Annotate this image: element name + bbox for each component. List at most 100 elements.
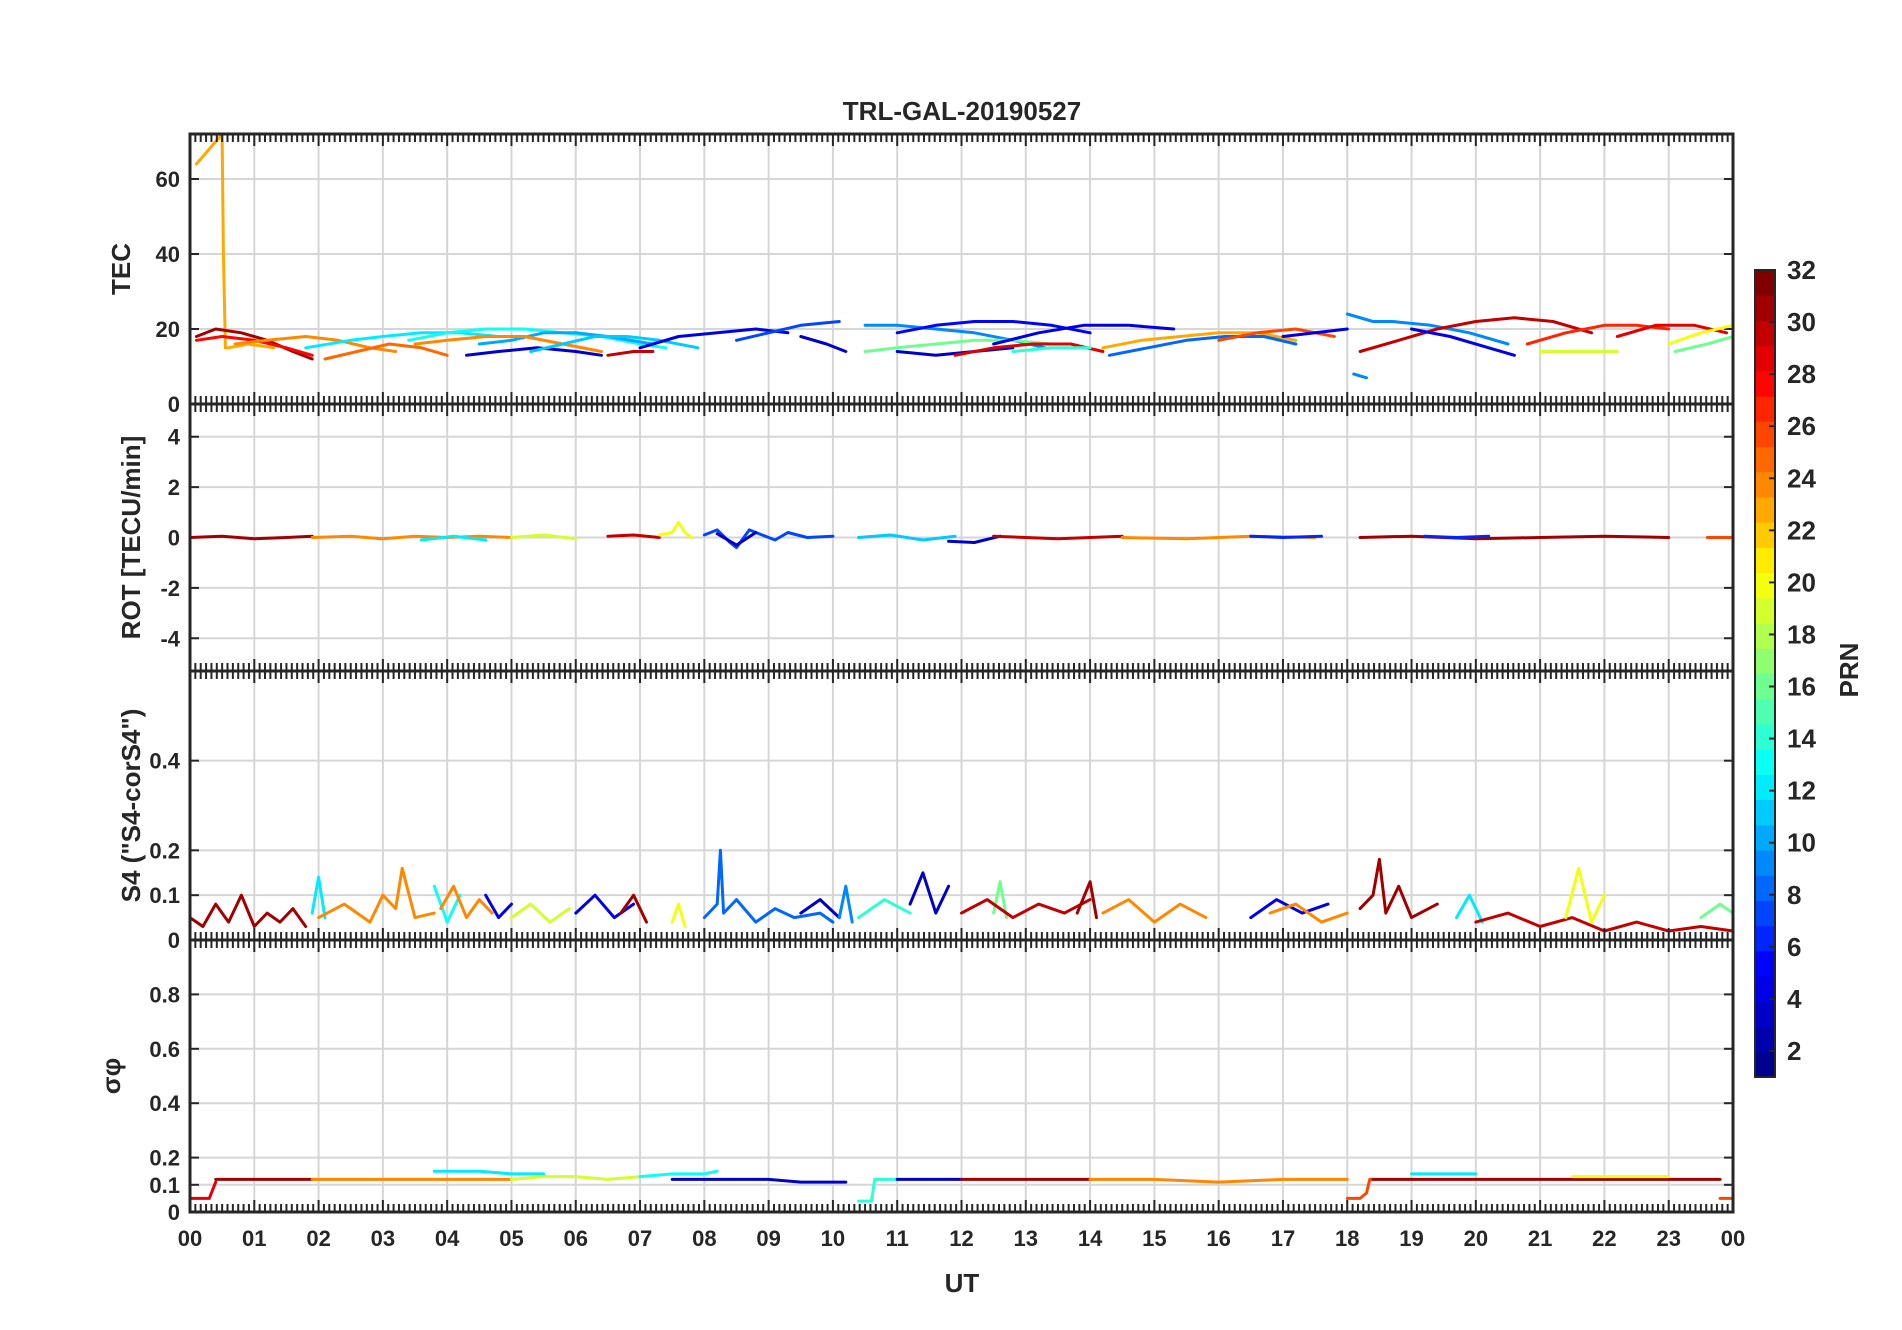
series-line-prn-12 [432,1169,546,1176]
y-tick-label: -4 [160,626,180,651]
colorbar-tick-label: 10 [1787,828,1816,858]
colorbar-segment [1755,597,1775,624]
series-line-prn-4 [1410,327,1516,357]
series-line-prn-12 [304,331,501,350]
y-axis-label: ROT [TECU/min] [116,436,146,640]
series-line-prn-24 [1268,902,1349,924]
colorbar-tick-label: 6 [1787,932,1801,962]
x-tick-label: 02 [306,1226,330,1251]
colorbar-segment [1755,976,1775,1002]
colorbar-tick-label: 32 [1787,255,1816,285]
colorbar-segment [1755,749,1775,775]
y-tick-label: 0.6 [149,1037,180,1062]
series-line-prn-16 [1673,335,1735,353]
colorbar-segment [1755,1026,1775,1053]
x-tick-label: 07 [628,1226,652,1251]
series-line-prn-24 [317,866,436,924]
series-line-prn-23 [194,132,276,350]
y-tick-label: -2 [160,576,180,601]
series-line-prn-6 [1249,534,1323,539]
x-tick-label: 06 [564,1226,588,1251]
series-line-prn-6 [1422,534,1491,539]
series-line-prn-24 [1101,898,1208,924]
series-line-prn-29 [188,1180,218,1200]
series-line-prn-31 [194,327,314,361]
series-line-prn-16 [1699,902,1735,920]
series-line-prn-25 [323,342,449,361]
series-line-prn-3 [895,346,1015,357]
colorbar-segment [1755,295,1775,321]
x-tick-label: 04 [435,1226,460,1251]
colorbar-tick-label: 8 [1787,880,1801,910]
colorbar-segment [1755,673,1775,700]
colorbar-segment [1755,270,1775,296]
x-tick-label: 12 [949,1226,973,1251]
x-tick-label: 09 [756,1226,780,1251]
series-line-prn-26 [1345,1177,1375,1200]
y-tick-label: 0.1 [149,883,180,908]
series-line-prn-4 [992,323,1176,346]
series-line-prn-9 [837,884,854,924]
series-line-prn-3 [465,346,603,357]
series-line-prn-20 [1667,323,1735,346]
colorbar-tick-label: 20 [1787,567,1816,597]
series-line-prn-4 [1281,327,1349,338]
series-line-prn-3 [947,534,1002,544]
colorbar-segment [1755,320,1775,347]
x-tick-label: 05 [499,1226,523,1251]
series-line-prn-30 [606,350,655,357]
y-tick-label: 0.2 [149,1146,180,1171]
series-line-prn-9 [1345,312,1510,346]
series-line-prn-13 [432,884,462,924]
series-line-prn-13 [638,1169,719,1179]
series-line-prn-7 [735,320,841,342]
series-line-prn-14 [1011,346,1092,353]
x-tick-label: 16 [1206,1226,1230,1251]
series-line-prn-31 [1075,880,1098,920]
x-tick-label: 20 [1464,1226,1488,1251]
x-tick-label: 00 [1721,1226,1745,1251]
series-line-prn-24 [1088,1177,1349,1184]
x-tick-label: 19 [1399,1226,1423,1251]
series-line-prn-13 [407,327,668,350]
colorbar-segment [1755,875,1775,901]
panel-rot: -4 -2 0 2 4 ROT [TECU/min] [116,402,1735,673]
x-tick-label: 23 [1656,1226,1680,1251]
series-line-prn-24 [413,335,603,353]
y-tick-label: 0.1 [149,1173,180,1198]
series-line-prn-3 [670,1177,848,1184]
series-line-prn-31 [1358,534,1671,541]
series-line-prn-30 [960,898,1092,920]
series-line-prn-31 [619,893,648,924]
colorbar-segment [1755,370,1775,397]
colorbar-segment [1755,925,1775,952]
series-line-prn-31 [1358,857,1439,920]
x-tick-label: 21 [1528,1226,1552,1251]
colorbar-segment [1755,522,1775,548]
y-tick-label: 0 [168,928,180,953]
colorbar-segment [1755,799,1775,826]
series-line-prn-14 [857,898,912,920]
series-line-prn-4 [484,893,513,920]
colorbar-segment [1755,723,1775,750]
colorbar-segment [1755,572,1775,599]
series-line-prn-30 [992,534,1124,541]
series-line-prn-20 [1564,866,1606,924]
colorbar-tick-label: 22 [1787,515,1816,545]
colorbar-tick-label: 12 [1787,776,1816,806]
series-line-prn-19 [510,902,571,924]
y-tick-label: 0 [168,526,180,551]
series-line-prn-30 [1358,316,1594,353]
series-line-prn-31 [188,534,314,541]
colorbar-segment [1755,900,1775,927]
series-line-prn-3 [715,531,758,547]
x-tick-label: 03 [371,1226,395,1251]
x-tick-label: 17 [1271,1226,1295,1251]
colorbar-segment [1755,623,1775,649]
series-line-prn-30 [606,533,661,539]
colorbar-tick-label: 18 [1787,619,1816,649]
y-tick-label: 40 [156,242,180,267]
colorbar-tick-label: 2 [1787,1036,1801,1066]
series-line-prn-19 [510,533,578,541]
series-line-prn-12 [1455,893,1484,924]
